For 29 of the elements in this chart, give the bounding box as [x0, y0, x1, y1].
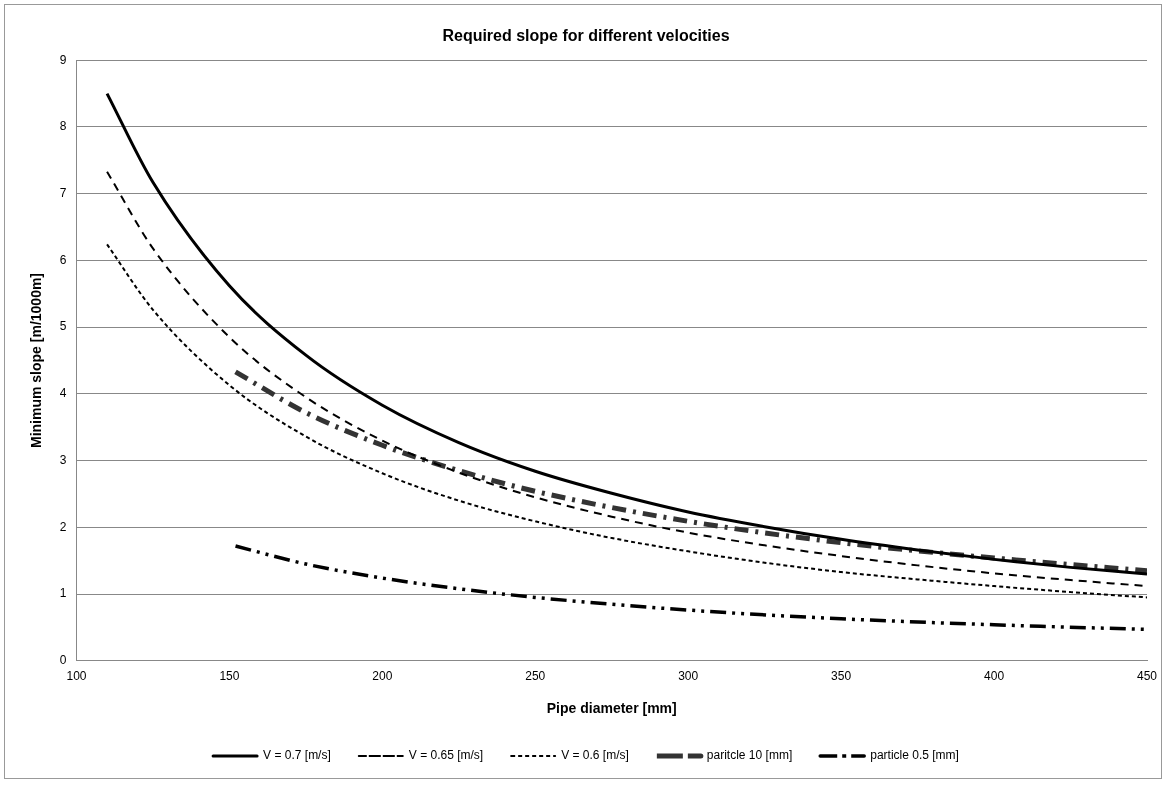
legend-label: V = 0.6 [m/s] [561, 748, 629, 763]
x-axis-title: Pipe diameter [mm] [546, 700, 677, 717]
legend-label: particle 0.5 [mm] [870, 748, 959, 763]
line-series [105, 92, 1147, 576]
y-tick-label: 4 [59, 386, 67, 401]
x-tick-label: 300 [678, 669, 699, 684]
y-axis-title: Minimum slope [m/1000m] [28, 272, 45, 449]
chart-title: Required slope for different velocities [442, 27, 730, 45]
y-tick-label: 0 [59, 653, 67, 668]
x-tick-label: 450 [1136, 669, 1158, 684]
y-tick-label: 3 [59, 452, 67, 467]
line-series [233, 544, 1147, 632]
y-tick-label: 9 [59, 52, 67, 67]
legend-label: V = 0.65 [m/s] [408, 748, 484, 763]
legend-label: paritcle 10 [mm] [706, 748, 793, 763]
y-tick-label: 6 [59, 252, 67, 267]
line-series [106, 243, 1147, 599]
x-tick-label: 400 [984, 669, 1005, 684]
x-tick-label: 100 [66, 669, 87, 684]
x-tick-label: 150 [219, 669, 240, 684]
y-tick-label: 2 [59, 519, 67, 534]
x-tick-label: 250 [525, 669, 546, 684]
y-tick-label: 5 [59, 319, 67, 334]
legend-label: V = 0.7 [m/s] [263, 748, 331, 763]
y-tick-label: 1 [59, 586, 67, 601]
y-tick-label: 8 [59, 119, 67, 134]
x-tick-label: 350 [831, 669, 852, 684]
y-tick-label: 7 [59, 185, 67, 200]
x-tick-label: 200 [372, 669, 393, 684]
